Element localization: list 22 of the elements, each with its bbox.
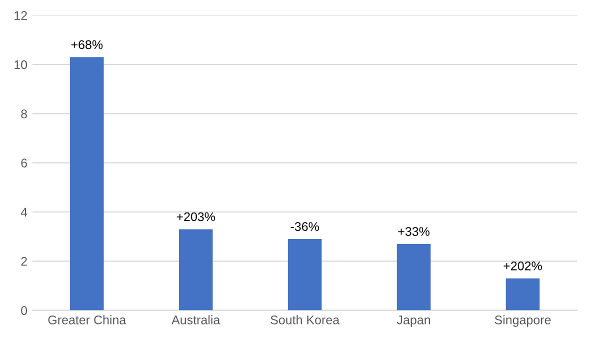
annotation: +202% bbox=[504, 261, 542, 270]
bar bbox=[288, 239, 322, 310]
y-tick-label: 12 bbox=[14, 11, 27, 20]
x-tick-label: Australia bbox=[172, 315, 220, 324]
x-tick-label: Greater China bbox=[48, 315, 126, 324]
bar bbox=[396, 244, 431, 310]
y-tick-label: 6 bbox=[21, 158, 27, 168]
annotation: +68% bbox=[71, 40, 103, 50]
annotation: -36% bbox=[290, 222, 319, 231]
bar bbox=[506, 278, 540, 310]
y-tick-label: 10 bbox=[14, 60, 28, 70]
bar bbox=[178, 229, 213, 310]
bar bbox=[70, 57, 104, 310]
y-tick-label: 2 bbox=[21, 256, 27, 266]
annotation: +33% bbox=[398, 227, 430, 236]
annotation: +203% bbox=[176, 212, 216, 222]
x-tick-label: South Korea bbox=[270, 315, 340, 324]
y-tick-label: 8 bbox=[21, 109, 27, 118]
x-tick-label: Singapore bbox=[494, 315, 551, 327]
y-tick-label: 0 bbox=[21, 306, 28, 315]
y-tick-label: 4 bbox=[20, 208, 28, 217]
x-tick-label: Japan bbox=[396, 316, 430, 327]
